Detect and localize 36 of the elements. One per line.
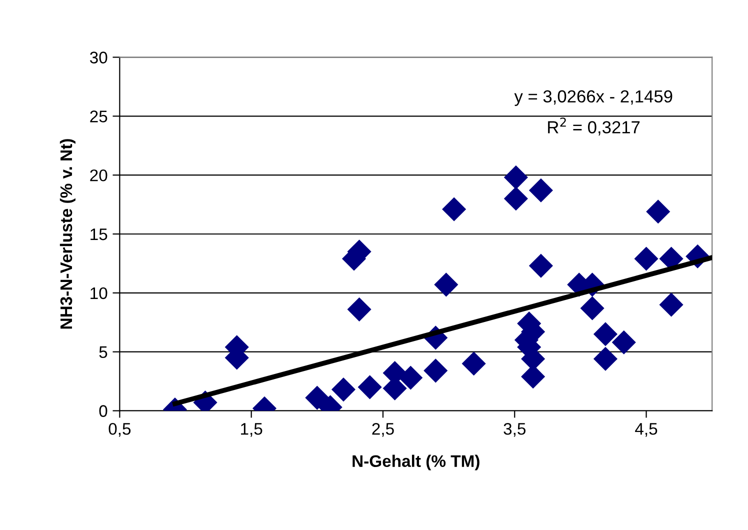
point bbox=[504, 186, 528, 211]
point bbox=[659, 292, 684, 317]
annotation: y = 3,0266x - 2,1459 bbox=[514, 90, 672, 106]
y-tick-label: 15 bbox=[90, 228, 108, 240]
y-tick-label: 5 bbox=[99, 346, 108, 358]
point bbox=[593, 322, 618, 346]
point bbox=[442, 197, 466, 222]
point bbox=[528, 254, 553, 278]
x-tick-label: 0,5 bbox=[108, 422, 131, 437]
point bbox=[424, 358, 448, 383]
point bbox=[347, 297, 372, 322]
y-tick-label: 25 bbox=[90, 110, 108, 122]
point bbox=[593, 346, 618, 371]
x-tick-label: 2,5 bbox=[372, 422, 394, 437]
point bbox=[504, 165, 528, 190]
point bbox=[580, 296, 604, 320]
x-tick-label: 3,5 bbox=[504, 422, 526, 437]
point bbox=[528, 178, 553, 202]
y-tick-label: 20 bbox=[90, 169, 108, 182]
point bbox=[646, 200, 670, 224]
y-tick-label: 0 bbox=[99, 405, 108, 417]
point bbox=[434, 272, 458, 297]
y-tick-label: 30 bbox=[90, 52, 108, 64]
x-axis-title: N-Gehalt (% TM) bbox=[352, 454, 480, 470]
annotation: R$^{2}$ = 0,3217 bbox=[548, 118, 640, 136]
x-tick-label: 1,5 bbox=[241, 423, 262, 437]
point bbox=[634, 246, 658, 271]
point bbox=[462, 352, 486, 376]
point bbox=[612, 330, 636, 354]
x-tick-label: 4,5 bbox=[635, 423, 658, 437]
point bbox=[331, 378, 356, 402]
y-tick-label: 10 bbox=[90, 287, 108, 300]
y-axis-title: NH3-N-Verluste (% v. Nt) bbox=[60, 139, 76, 329]
point bbox=[398, 366, 423, 390]
point bbox=[358, 375, 382, 400]
point bbox=[305, 386, 330, 410]
